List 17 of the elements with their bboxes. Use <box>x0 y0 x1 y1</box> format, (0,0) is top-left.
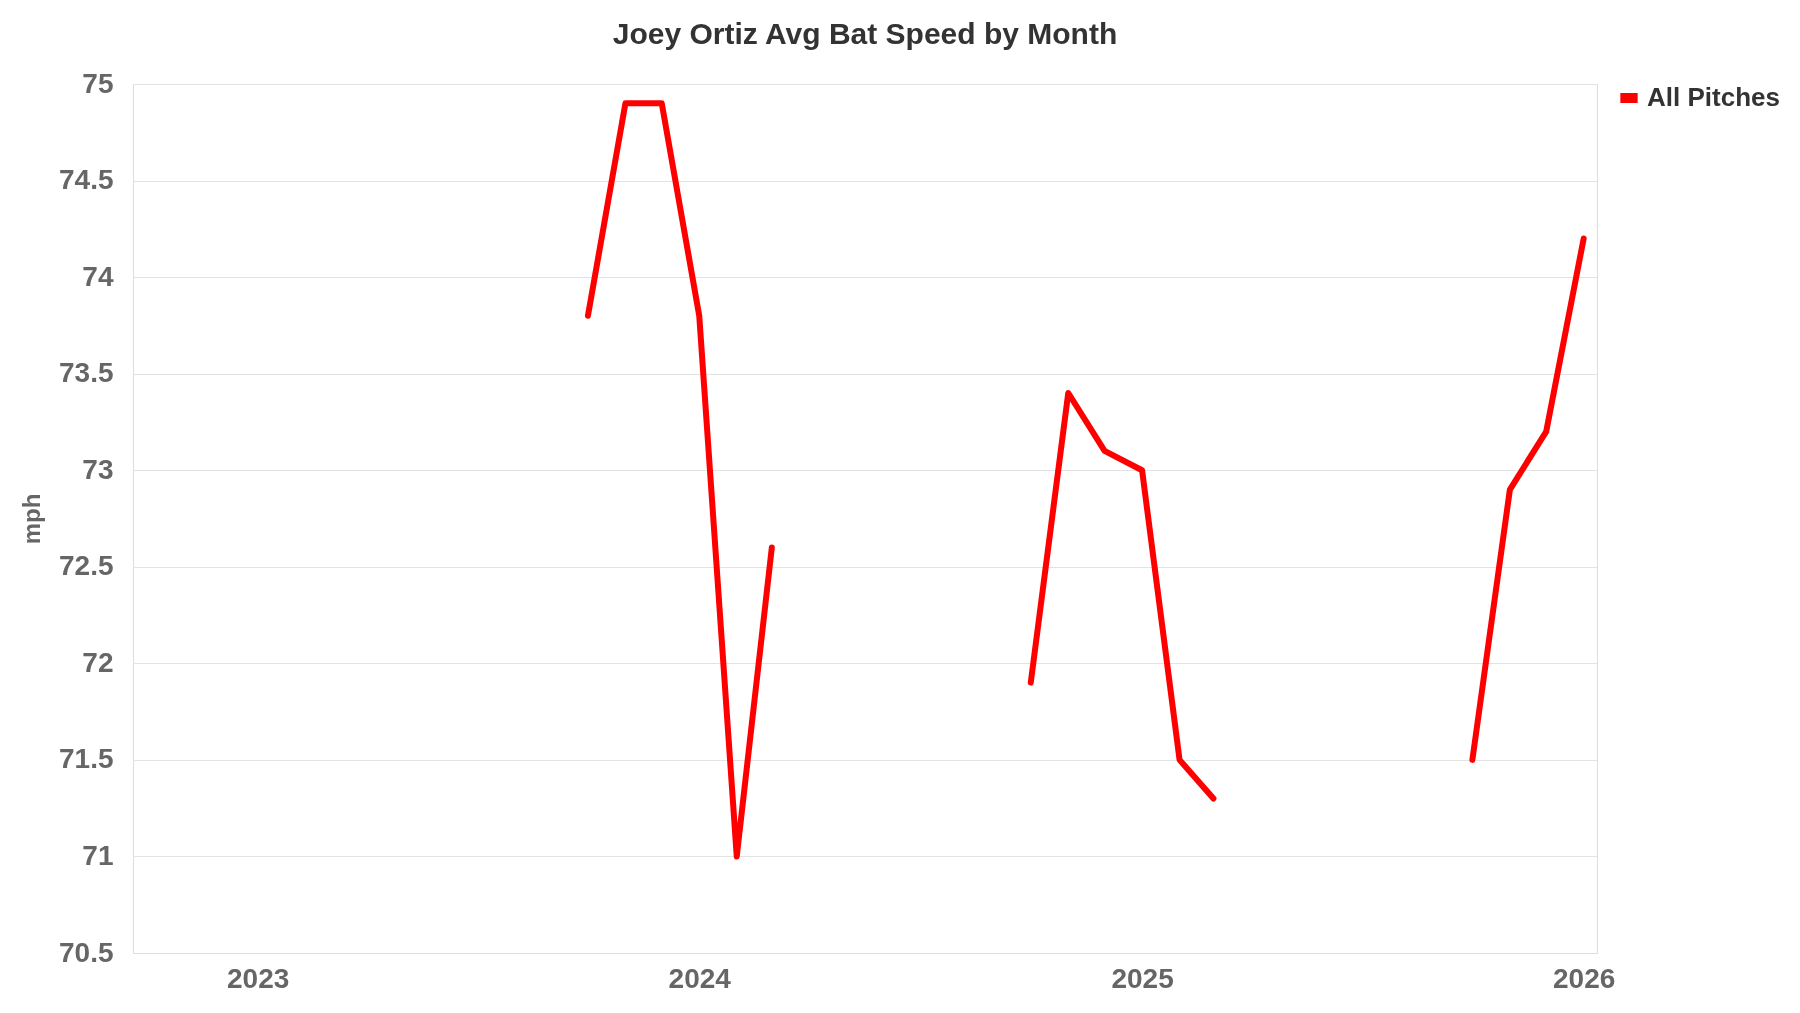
x-tick-label: 2026 <box>1553 962 1616 994</box>
chart-title: Joey Ortiz Avg Bat Speed by Month <box>612 17 1118 50</box>
legend-label: All Pitches <box>1647 82 1780 112</box>
y-tick-label: 73.5 <box>59 357 114 389</box>
x-tick-label: 2025 <box>1111 962 1174 994</box>
x-tick-label: 2024 <box>668 962 732 994</box>
y-tick-label: 75 <box>82 67 114 99</box>
y-tick-label: 71.5 <box>59 743 114 775</box>
y-tick-label: 72 <box>82 646 114 678</box>
y-tick-label: 70.5 <box>59 936 114 968</box>
y-tick-label: 73 <box>82 453 114 485</box>
y-tick-label: 74.5 <box>59 164 114 196</box>
y-tick-label: 74 <box>82 260 114 292</box>
y-tick-label: 71 <box>82 839 114 871</box>
y-axis-title: mph <box>18 493 45 545</box>
x-tick-label: 2023 <box>226 962 290 994</box>
y-tick-label: 72.5 <box>59 550 114 582</box>
